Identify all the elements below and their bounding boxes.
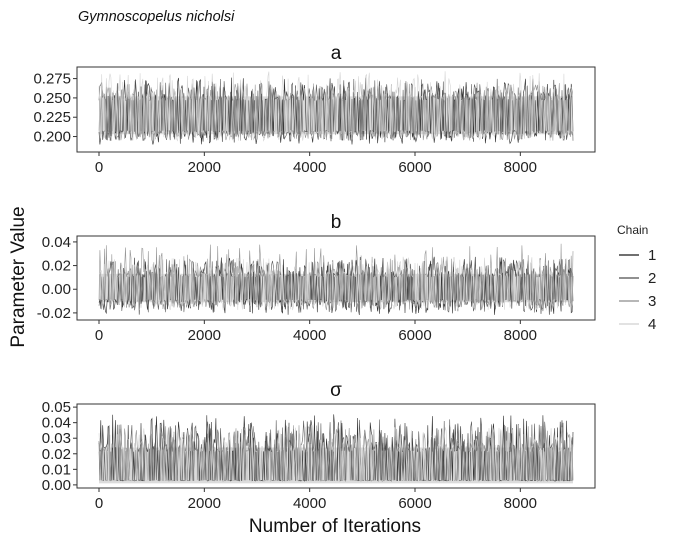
x-tick-label: 0 [95, 495, 103, 512]
y-tick-label: 0.04 [42, 415, 71, 432]
y-axis-label: Parameter Value [8, 206, 29, 347]
x-tick-label: 6000 [398, 495, 431, 512]
panel-2: b 0 2000 4000 6000 8000 -0.02 0.00 0.02 0.04 [37, 212, 596, 344]
y-tick-label: 0.05 [42, 399, 71, 416]
x-tick-label: 2000 [188, 159, 221, 176]
y-tick-label: 0.00 [42, 477, 71, 494]
x-tick-label: 8000 [504, 159, 537, 176]
y-tick-label: 0.200 [33, 129, 71, 146]
legend: Chain 1 2 3 4 [617, 223, 656, 333]
y-tick-label: 0.04 [42, 234, 71, 251]
panel-border [76, 235, 596, 321]
x-tick-label: 2000 [188, 327, 221, 344]
y-tick-label: -0.02 [37, 305, 71, 322]
chain-4-trace [98, 71, 574, 142]
panel-3: σ 0 2000 4000 6000 8000 0.000.010.020.030.040.… [42, 380, 596, 512]
chain-4-trace [98, 426, 574, 482]
chart-panels: a 0 2000 4000 6000 8000 0.200 0.225 0.250 0.275 b 0… [33, 43, 596, 512]
x-tick-label: 2000 [188, 495, 221, 512]
x-tick-label: 0 [95, 159, 103, 176]
x-tick-label: 0 [95, 327, 103, 344]
x-tick-label: 4000 [293, 159, 326, 176]
legend-label-4: 4 [648, 316, 656, 333]
panel-title: σ [330, 380, 342, 401]
figure-subtitle: Gymnoscopelus nicholsi [78, 9, 235, 25]
y-tick-label: 0.225 [33, 109, 71, 126]
y-tick-label: 0.00 [42, 281, 71, 298]
legend-title: Chain [617, 223, 648, 237]
x-tick-label: 6000 [398, 159, 431, 176]
x-axis-label: Number of Iterations [249, 516, 421, 537]
y-tick-label: 0.02 [42, 258, 71, 275]
panel-title: b [331, 212, 342, 233]
panel-border [76, 403, 596, 489]
chain-4-trace [98, 256, 574, 311]
y-tick-label: 0.03 [42, 430, 71, 447]
legend-label-3: 3 [648, 293, 656, 310]
legend-label-2: 2 [648, 270, 656, 287]
chain-1-trace [98, 77, 574, 145]
x-tick-label: 8000 [504, 327, 537, 344]
x-tick-label: 4000 [293, 495, 326, 512]
x-tick-label: 8000 [504, 495, 537, 512]
x-tick-label: 4000 [293, 327, 326, 344]
chain-3-trace [98, 82, 574, 141]
x-tick-label: 6000 [398, 327, 431, 344]
legend-label-1: 1 [648, 247, 656, 264]
panel-title: a [331, 43, 342, 64]
panel-border [76, 66, 596, 153]
panel-1: a 0 2000 4000 6000 8000 0.200 0.225 0.250 0.275 [33, 43, 596, 176]
y-tick-label: 0.250 [33, 90, 71, 107]
y-tick-label: 0.02 [42, 446, 71, 463]
y-tick-label: 0.01 [42, 461, 71, 478]
y-tick-label: 0.275 [33, 71, 71, 88]
